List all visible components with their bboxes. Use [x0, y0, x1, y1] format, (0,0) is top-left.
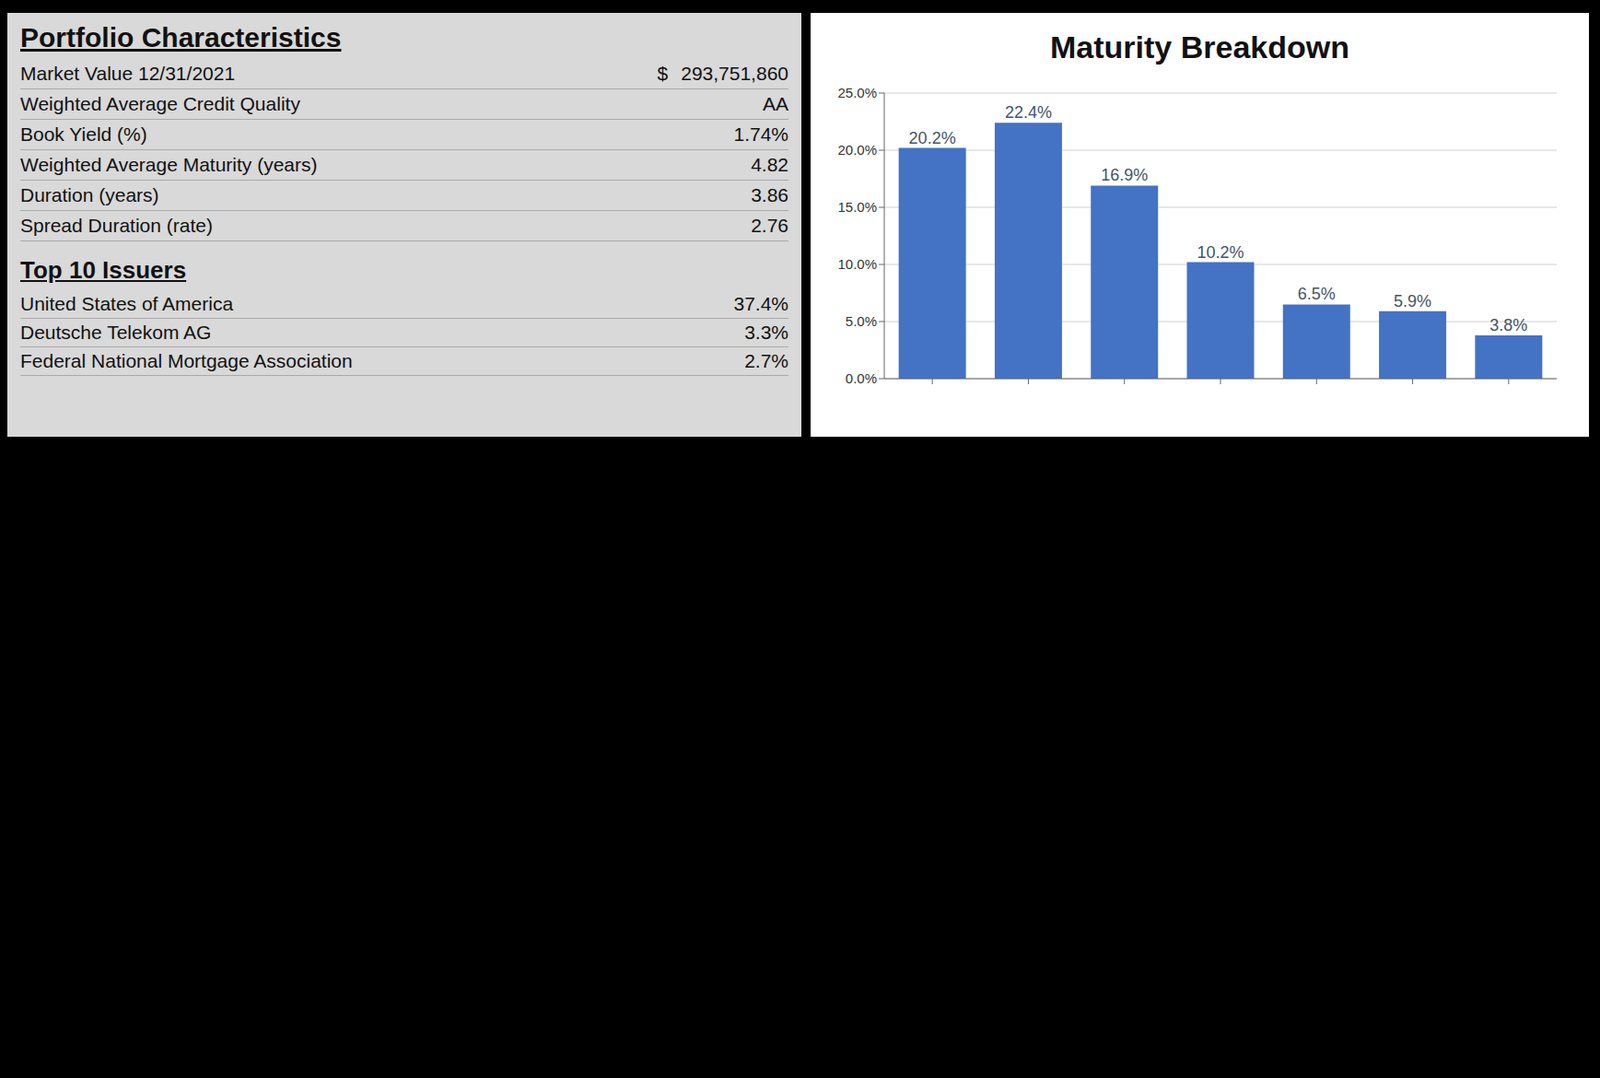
html-text:Maturity Breakdown: Maturity Breakdown — [1050, 29, 1350, 65]
html-text:Weighted Average Credit Qualit: Weighted Average Credit Quality — [20, 93, 301, 115]
svg-text:16.9%: 16.9% — [1100, 165, 1148, 185]
html-text:Deutsche Telekom AG: Deutsche Telekom AG — [20, 321, 212, 343]
html-text:AA: AA — [762, 93, 789, 115]
svg-text:22.4%: 22.4% — [1004, 103, 1052, 122]
html-text:2.7%: 2.7% — [744, 350, 789, 372]
html-text:3.86: 3.86 — [750, 184, 789, 206]
html-text:Portfolio Characteristics: Portfolio Characteristics — [20, 22, 342, 53]
html-text:37.4%: 37.4% — [733, 292, 789, 315]
html-text:United States of America: United States of America — [20, 292, 234, 315]
html-text:Market Value 12/31/2021: Market Value 12/31/2021 — [20, 62, 235, 84]
html-text:293,751,860: 293,751,860 — [680, 62, 789, 84]
html-text:Weighted Average Maturity (yea: Weighted Average Maturity (years) — [20, 153, 318, 176]
html-text:Book Yield (%): Book Yield (%) — [20, 123, 148, 145]
svg-text:6.5%: 6.5% — [1297, 284, 1336, 304]
svg-text:5.9%: 5.9% — [1393, 291, 1432, 311]
svg-text:20.2%: 20.2% — [909, 128, 957, 148]
svg-text:3.8%: 3.8% — [1489, 315, 1528, 335]
html-text:2.76: 2.76 — [750, 214, 789, 236]
svg-text:20.0%: 20.0% — [837, 141, 877, 158]
html-text:1.74%: 1.74% — [733, 123, 789, 145]
html-text:Top 10 Issuers: Top 10 Issuers — [20, 256, 187, 284]
svg-text:25.0%: 25.0% — [837, 84, 877, 101]
svg-text:10.2%: 10.2% — [1196, 243, 1244, 262]
html-text:Spread Duration (rate): Spread Duration (rate) — [20, 214, 213, 236]
svg-text:5.0%: 5.0% — [845, 313, 877, 329]
html-text:Duration (years): Duration (years) — [20, 184, 159, 206]
html-text:Federal National Mortgage Asso: Federal National Mortgage Association — [20, 350, 353, 372]
svg-text:0.0%: 0.0% — [845, 370, 877, 386]
html-text:3.3%: 3.3% — [744, 321, 789, 343]
html-text:4.82: 4.82 — [750, 153, 789, 176]
svg-text:10.0%: 10.0% — [837, 256, 877, 272]
svg-text:15.0%: 15.0% — [837, 198, 877, 215]
